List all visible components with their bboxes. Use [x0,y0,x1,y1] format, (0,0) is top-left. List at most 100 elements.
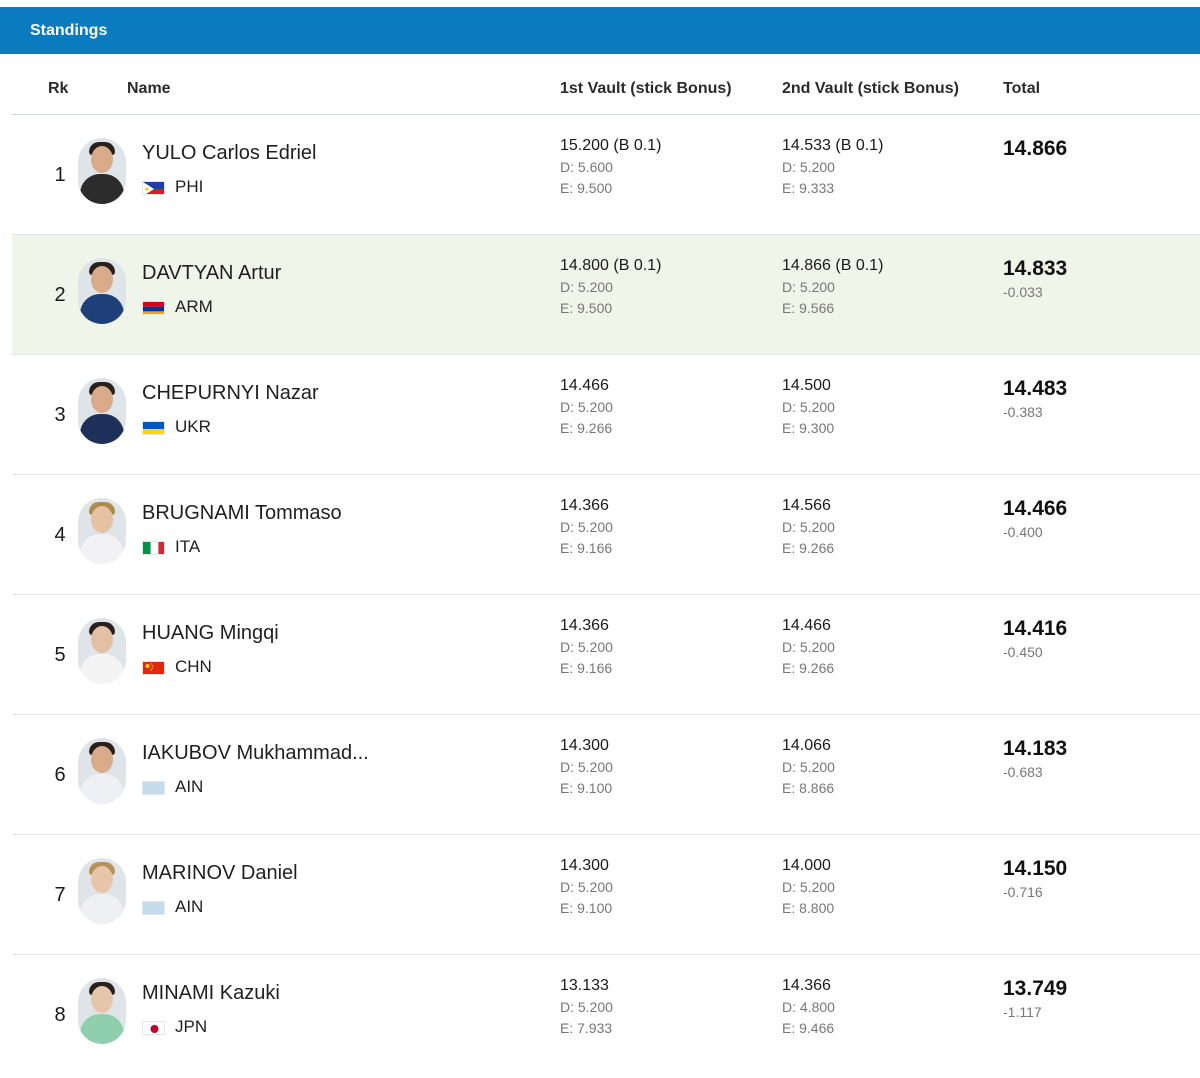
vault2-cell: 14.066 D: 5.200 E: 8.866 [782,735,982,799]
total-gap: -0.383 [1003,404,1043,420]
vault2-score: 14.000 [782,857,831,874]
total-cell: 14.833 -0.033 [1003,256,1067,302]
vault2-e-score: E: 9.466 [782,1020,835,1036]
athlete-name[interactable]: CHEPURNYI Nazar [142,382,319,404]
table-row[interactable]: 3 CHEPURNYI Nazar UKR 14.466 D: 5.200 E:… [12,355,1200,475]
vault2-score: 14.500 [782,377,831,394]
column-header-total[interactable]: Total [1003,80,1041,97]
vault1-e-score: E: 9.500 [560,300,613,316]
flag-ain-icon [142,901,165,915]
vault1-e-score: E: 9.166 [560,540,613,556]
vault1-d-score: D: 5.600 [560,159,613,175]
table-row[interactable]: 6 IAKUBOV Mukhammad... AIN 14.300 D: 5.2… [12,715,1200,835]
noc-code: ITA [175,537,201,556]
vault2-d-score: D: 5.200 [782,879,835,895]
total-score: 14.483 [1003,377,1068,400]
total-gap: -0.716 [1003,884,1043,900]
avatar[interactable] [78,138,126,204]
avatar[interactable] [78,978,126,1044]
rank-value: 6 [54,763,66,786]
flag-ukr-icon [142,421,165,435]
vault1-e-score: E: 9.266 [560,420,613,436]
total-score: 14.150 [1003,857,1068,880]
avatar[interactable] [78,258,126,324]
vault2-d-score: D: 5.200 [782,159,835,175]
vault1-score: 15.200 (B 0.1) [560,137,662,154]
vault1-cell: 14.366 D: 5.200 E: 9.166 [560,495,760,559]
flag-phi-icon [142,181,165,195]
table-row[interactable]: 1 YULO Carlos Edriel PHI 15.200 (B 0.1) … [12,115,1200,235]
avatar[interactable] [78,498,126,564]
noc-code: AIN [175,777,204,796]
avatar[interactable] [78,618,126,684]
table-row[interactable]: 2 DAVTYAN Artur ARM 14.800 (B 0.1) D: 5.… [12,235,1200,355]
athlete-name[interactable]: BRUGNAMI Tommaso [142,502,342,524]
vault1-e-score: E: 9.166 [560,660,613,676]
rank-value: 1 [54,163,66,186]
total-gap: -0.400 [1003,524,1043,540]
total-gap: -0.033 [1003,284,1043,300]
vault2-cell: 14.366 D: 4.800 E: 9.466 [782,975,982,1039]
vault1-d-score: D: 5.200 [560,639,613,655]
noc-code: JPN [175,1017,208,1036]
column-header-rank[interactable]: Rk [48,80,69,97]
flag-arm-icon [142,301,165,315]
flag-ita-icon [142,541,165,555]
vault2-d-score: D: 5.200 [782,759,835,775]
athlete-name[interactable]: IAKUBOV Mukhammad... [142,742,369,764]
vault2-score: 14.466 [782,617,831,634]
vault2-e-score: E: 9.266 [782,540,835,556]
vault1-cell: 14.366 D: 5.200 E: 9.166 [560,615,760,679]
vault2-d-score: D: 4.800 [782,999,835,1015]
noc-code: CHN [175,657,212,676]
total-cell: 14.483 -0.383 [1003,376,1067,422]
noc-code: UKR [175,417,211,436]
table-row[interactable]: 7 MARINOV Daniel AIN 14.300 D: 5.200 E: … [12,835,1200,955]
vault2-e-score: E: 8.866 [782,780,835,796]
vault1-cell: 14.466 D: 5.200 E: 9.266 [560,375,760,439]
total-cell: 14.416 -0.450 [1003,616,1067,662]
vault1-cell: 14.300 D: 5.200 E: 9.100 [560,855,760,919]
athlete-name[interactable]: MARINOV Daniel [142,862,298,884]
vault2-d-score: D: 5.200 [782,519,835,535]
total-cell: 13.749 -1.117 [1003,976,1067,1022]
column-header-name[interactable]: Name [127,80,171,97]
table-row[interactable]: 4 BRUGNAMI Tommaso ITA 14.366 D: 5.200 E… [12,475,1200,595]
vault1-e-score: E: 9.100 [560,780,613,796]
vault1-score: 14.800 (B 0.1) [560,257,662,274]
total-cell: 14.183 -0.683 [1003,736,1067,782]
total-cell: 14.866 [1003,136,1067,162]
vault1-cell: 13.133 D: 5.200 E: 7.933 [560,975,760,1039]
table-row[interactable]: 5 HUANG Mingqi CHN 14.366 D: 5.200 E: 9.… [12,595,1200,715]
rank-value: 3 [54,403,66,426]
avatar[interactable] [78,858,126,924]
vault1-score: 14.366 [560,617,609,634]
table-row[interactable]: 8 MINAMI Kazuki JPN 13.133 D: 5.200 E: 7… [12,955,1200,1075]
total-cell: 14.466 -0.400 [1003,496,1067,542]
vault1-cell: 14.300 D: 5.200 E: 9.100 [560,735,760,799]
noc-code: AIN [175,897,204,916]
flag-chn-icon [142,661,165,675]
total-score: 13.749 [1003,977,1068,1000]
vault2-cell: 14.533 (B 0.1) D: 5.200 E: 9.333 [782,135,982,199]
flag-ain-icon [142,781,165,795]
vault1-score: 14.300 [560,737,609,754]
athlete-name[interactable]: MINAMI Kazuki [142,982,280,1004]
column-header-vault2[interactable]: 2nd Vault (stick Bonus) [782,80,959,97]
vault1-e-score: E: 7.933 [560,1020,613,1036]
avatar[interactable] [78,378,126,444]
column-header-vault1[interactable]: 1st Vault (stick Bonus) [560,80,732,97]
total-score: 14.833 [1003,257,1068,280]
vault1-score: 14.466 [560,377,609,394]
avatar[interactable] [78,738,126,804]
vault1-d-score: D: 5.200 [560,879,613,895]
standings-header: Standings [0,7,1200,54]
athlete-name[interactable]: YULO Carlos Edriel [142,142,317,164]
vault2-d-score: D: 5.200 [782,639,835,655]
athlete-name[interactable]: HUANG Mingqi [142,622,279,644]
vault2-cell: 14.466 D: 5.200 E: 9.266 [782,615,982,679]
vault1-d-score: D: 5.200 [560,519,613,535]
athlete-name[interactable]: DAVTYAN Artur [142,262,282,284]
total-cell: 14.150 -0.716 [1003,856,1067,902]
standings-title: Standings [30,22,108,39]
